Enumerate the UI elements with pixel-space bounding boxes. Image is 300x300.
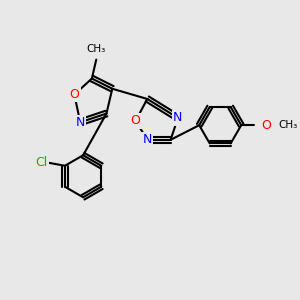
Text: O: O <box>131 114 141 127</box>
Text: N: N <box>173 111 183 124</box>
Text: CH₃: CH₃ <box>87 44 106 54</box>
Text: N: N <box>76 116 85 129</box>
Text: N: N <box>142 133 152 146</box>
Text: O: O <box>69 88 79 101</box>
Text: CH₃: CH₃ <box>279 120 298 130</box>
Text: Cl: Cl <box>35 156 48 169</box>
Text: O: O <box>262 119 272 132</box>
